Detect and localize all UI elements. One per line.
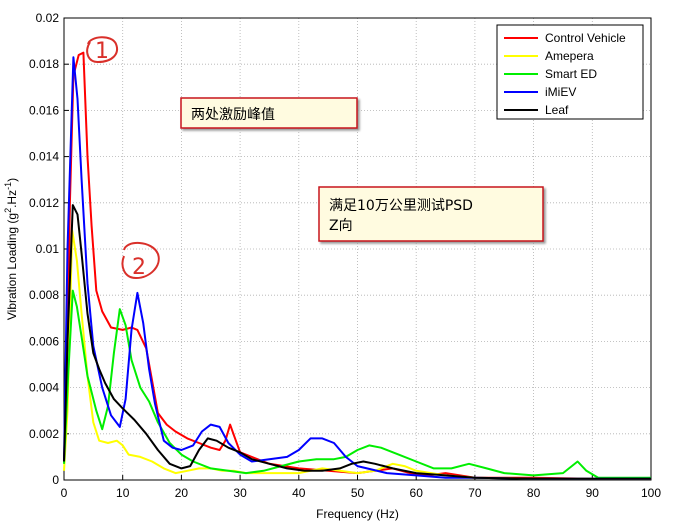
y-axis-label-end: ) [5,178,19,182]
y-axis-label: Vibration Loading (g2.Hz-1) [3,178,19,320]
y-tick-label: 0.018 [29,57,59,71]
y-tick-label: 0.02 [36,11,60,25]
peak-note-frame [180,97,358,129]
y-tick-label: 0.016 [29,103,59,117]
y-tick-label: 0 [52,473,59,487]
legend-label-imiev: iMiEV [545,85,576,99]
legend-label-leaf: Leaf [545,103,569,117]
x-tick-label: 70 [468,486,482,500]
series-layer [63,51,651,480]
handwritten-circle-1 [86,36,118,64]
y-tick-label: 0.01 [36,242,60,256]
handwritten-label-2: 2 [132,255,146,280]
handwritten-label-1: 1 [95,39,109,64]
x-axis-label: Frequency (Hz) [316,507,399,521]
y-axis-ticks: 0 0.002 0.004 0.006 0.008 0.01 0.012 0.014 0.016… [29,11,69,487]
series-line-imiev [63,56,651,480]
test-note-frame [318,186,544,242]
x-tick-label: 0 [61,486,68,500]
y-tick-label: 0.008 [29,288,59,302]
legend-box [496,24,644,120]
x-tick-label: 90 [586,486,600,500]
y-tick-label: 0.012 [29,196,59,210]
y-tick-label: 0.006 [29,334,59,348]
handwritten-mark-2: 2 [121,242,160,280]
y-axis-label-mid: .Hz [5,190,19,208]
legend-items: Control Vehicle Amepera Smart ED iMiEV Leaf [504,31,626,117]
x-tick-label: 40 [292,486,306,500]
x-tick-label: 20 [175,486,189,500]
test-note-box: 满足10万公里测试PSD Z向 [318,186,544,242]
y-axis-label-main: Vibration Loading (g [5,213,19,320]
x-tick-label: 60 [410,486,424,500]
legend-label-control-vehicle: Control Vehicle [545,31,626,45]
x-tick-label: 10 [116,486,130,500]
y-tick-label: 0.002 [29,427,59,441]
y-axis-label-sup2: -1 [3,182,13,190]
test-note-line-1: 满足10万公里测试PSD [329,198,473,214]
x-tick-label: 80 [527,486,541,500]
series-line-leaf [63,204,651,480]
x-tick-label: 50 [351,486,365,500]
y-axis-label-sup1: 2 [3,208,13,213]
legend: Control Vehicle Amepera Smart ED iMiEV Leaf [496,24,644,120]
peak-note-box: 两处激励峰值 [180,97,358,129]
legend-label-amepera: Amepera [545,49,594,63]
series-line-amepera [63,229,651,480]
x-tick-label: 30 [233,486,247,500]
x-axis-ticks: 0 10 20 30 40 50 60 70 80 90 100 [61,475,661,500]
test-note-line-2: Z向 [329,218,353,234]
y-tick-label: 0.004 [29,381,59,395]
legend-label-smart-ed: Smart ED [545,67,597,81]
handwritten-circle-2 [121,242,160,280]
peak-note-text: 两处激励峰值 [191,106,275,123]
x-tick-label: 100 [641,486,661,500]
series-line-smart-ed [63,289,651,479]
y-tick-label: 0.014 [29,150,59,164]
handwritten-mark-1: 1 [86,36,118,64]
